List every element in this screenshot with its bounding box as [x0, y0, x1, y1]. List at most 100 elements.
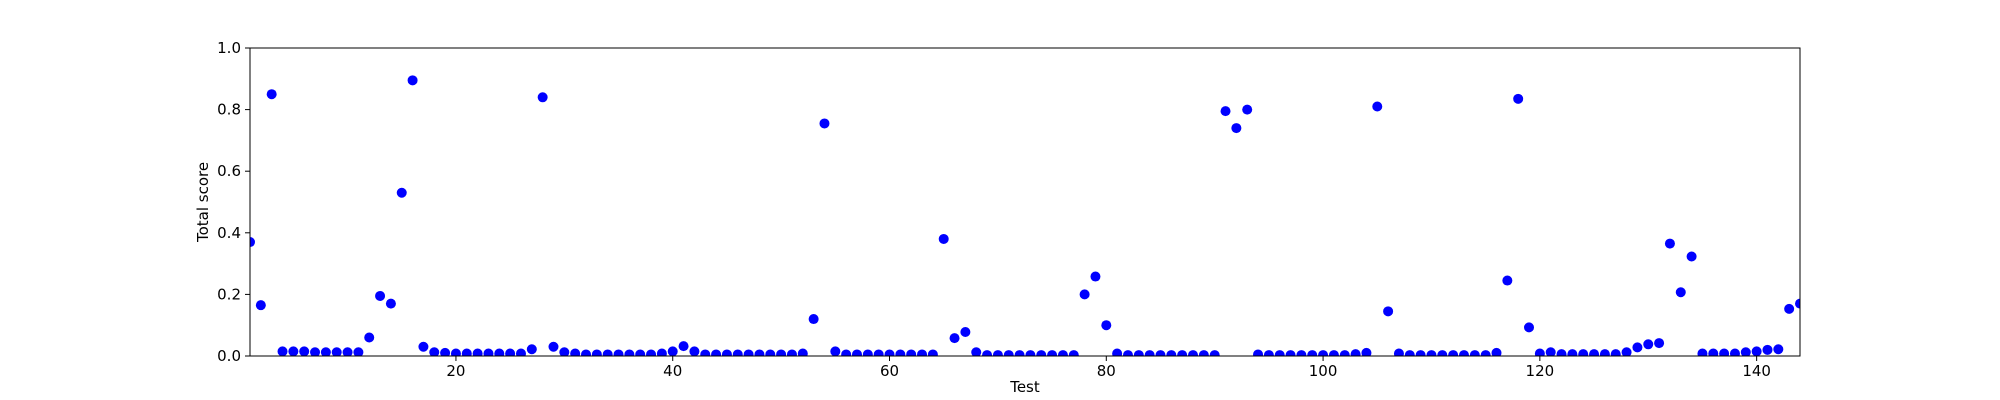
data-point [364, 332, 375, 343]
data-point [418, 341, 429, 352]
data-point [1762, 344, 1773, 355]
data-point [1589, 349, 1600, 356]
data-point [461, 348, 472, 356]
y-tick-label: 0.6 [217, 162, 241, 180]
plot-area [250, 75, 1800, 356]
data-point [1166, 350, 1177, 356]
data-point [570, 348, 581, 356]
data-point [494, 348, 505, 356]
data-point [1567, 349, 1578, 356]
data-point [721, 349, 732, 356]
data-point [949, 333, 960, 344]
data-point [646, 349, 657, 356]
data-point [689, 346, 700, 356]
y-tick-label: 0.2 [217, 285, 241, 303]
data-point [1263, 350, 1274, 356]
data-point [873, 349, 884, 356]
data-point [960, 326, 971, 337]
data-point [1057, 350, 1068, 356]
data-point [1513, 93, 1524, 104]
data-point [917, 349, 928, 356]
data-point [1122, 350, 1133, 356]
data-point [1654, 338, 1665, 349]
data-point [1090, 271, 1101, 282]
data-point [440, 347, 451, 356]
data-point [1502, 275, 1513, 286]
data-point [884, 349, 895, 356]
data-point [613, 349, 624, 356]
data-point [515, 348, 526, 356]
data-point [1599, 349, 1610, 356]
data-point [1469, 350, 1480, 356]
data-point [1231, 123, 1242, 134]
data-point [851, 349, 862, 356]
data-point [830, 346, 841, 356]
data-point [1448, 350, 1459, 356]
y-tick-label: 1.0 [217, 39, 241, 57]
data-point [537, 92, 548, 103]
data-point [1318, 350, 1329, 356]
data-point [808, 314, 819, 325]
data-point [841, 349, 852, 356]
data-point [450, 348, 461, 356]
data-point [1426, 350, 1437, 356]
data-point [1621, 347, 1632, 356]
data-point [732, 349, 743, 356]
data-point [581, 349, 592, 356]
data-point [1480, 350, 1491, 356]
data-point [1491, 347, 1502, 356]
x-axis-label: Test [1009, 378, 1040, 396]
data-point [667, 346, 678, 356]
data-point [656, 348, 667, 356]
data-point [1458, 350, 1469, 356]
data-point [1339, 350, 1350, 356]
data-point [1664, 238, 1675, 249]
y-tick-label: 0.8 [217, 101, 241, 119]
data-point [700, 349, 711, 356]
data-point [548, 341, 559, 352]
data-point [1361, 347, 1372, 356]
data-point [743, 349, 754, 356]
data-point [407, 75, 418, 86]
data-point [1795, 298, 1800, 309]
data-point [310, 347, 321, 356]
data-point [1751, 346, 1762, 356]
x-tick-label: 60 [880, 362, 899, 380]
data-point [1188, 350, 1199, 356]
data-point [1686, 251, 1697, 262]
data-point [277, 346, 288, 356]
data-point [1534, 348, 1545, 356]
data-point [927, 349, 938, 356]
data-point [862, 349, 873, 356]
data-point [765, 349, 776, 356]
y-tick-label: 0.4 [217, 224, 241, 242]
y-tick-label: 0.0 [217, 347, 241, 365]
data-point [711, 349, 722, 356]
data-point [472, 348, 483, 356]
data-point [288, 346, 299, 356]
data-point [1047, 350, 1058, 356]
data-point [1068, 350, 1079, 356]
data-point [1079, 289, 1090, 300]
data-point [1524, 322, 1535, 333]
data-point [635, 349, 646, 356]
data-point [396, 187, 407, 198]
data-point [819, 118, 830, 129]
data-point [1404, 350, 1415, 356]
data-point [1177, 350, 1188, 356]
data-point [1274, 350, 1285, 356]
y-axis-label: Total score [194, 162, 212, 243]
data-point [1155, 350, 1166, 356]
data-point [1784, 303, 1795, 314]
data-point [1415, 350, 1426, 356]
axes-frame [249, 47, 1801, 357]
data-point [266, 89, 277, 100]
data-point [320, 347, 331, 356]
data-point [1708, 348, 1719, 356]
data-point [1307, 350, 1318, 356]
x-tick-label: 140 [1742, 362, 1771, 380]
data-point [1556, 349, 1567, 356]
data-point [1220, 106, 1231, 117]
x-tick-label: 80 [1097, 362, 1116, 380]
